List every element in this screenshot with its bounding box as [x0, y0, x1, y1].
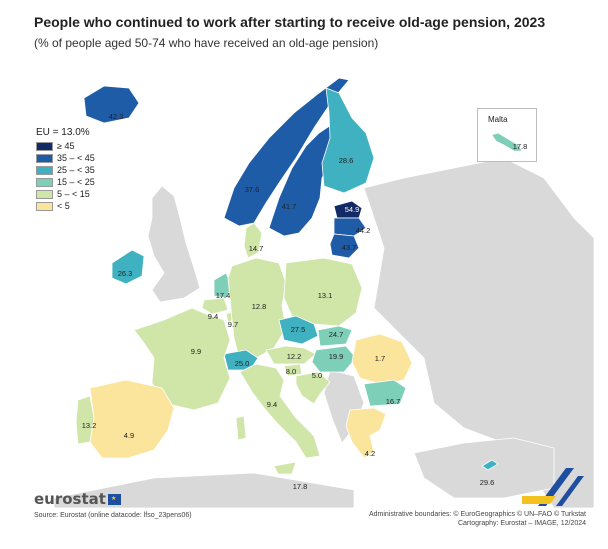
- label-netherlands: 17.4: [216, 291, 231, 300]
- label-sicily: 17.8: [293, 482, 308, 491]
- country-norway: [223, 77, 350, 227]
- legend-row: 5 – < 15: [36, 188, 95, 200]
- legend: EU = 13.0% ≥ 45 35 – < 45 25 – < 35 15 –…: [36, 127, 95, 212]
- legend-row: 25 – < 35: [36, 164, 95, 176]
- corner-emblem-icon: [522, 468, 584, 506]
- label-austria: 12.2: [287, 352, 302, 361]
- country-slovenia: [283, 363, 303, 377]
- legend-row: 15 – < 25: [36, 176, 95, 188]
- label-latvia: 44.2: [356, 226, 371, 235]
- eu-countries: [75, 77, 499, 475]
- label-belgium: 9.4: [208, 312, 218, 321]
- label-cyprus: 29.6: [480, 478, 495, 487]
- legend-label: 5 – < 15: [57, 189, 90, 199]
- legend-label: < 5: [57, 201, 70, 211]
- country-latvia: [333, 217, 367, 237]
- country-bulgaria: [363, 379, 407, 407]
- legend-row: ≥ 45: [36, 140, 95, 152]
- label-spain: 4.9: [124, 431, 134, 440]
- label-ireland: 26.3: [118, 269, 133, 278]
- map-subtitle: (% of people aged 50-74 who have receive…: [34, 36, 379, 50]
- malta-shape: [491, 132, 523, 152]
- label-bulgaria: 16.7: [386, 397, 401, 406]
- country-romania: [351, 333, 413, 385]
- legend-swatch: [36, 165, 53, 175]
- label-slovenia: 8.0: [286, 367, 296, 376]
- legend-label: ≥ 45: [57, 141, 75, 151]
- country-france: [133, 307, 231, 411]
- country-germany: [227, 257, 287, 359]
- label-poland: 13.1: [318, 291, 333, 300]
- label-denmark: 14.7: [249, 244, 264, 253]
- eu-flag-icon: [107, 493, 121, 505]
- value-labels: 42.3 37.6 41.7 28.6 54.9 44.2 43.7 14.7 …: [82, 112, 495, 491]
- country-lithuania: [329, 233, 360, 259]
- legend-swatch: [36, 189, 53, 199]
- country-sardinia: [235, 415, 247, 441]
- country-greece: [345, 407, 387, 459]
- country-poland: [283, 257, 363, 327]
- label-norway: 37.6: [245, 185, 260, 194]
- label-finland: 28.6: [339, 156, 354, 165]
- source-note: Source: Eurostat (online datacode: lfso_…: [34, 512, 192, 519]
- map-title: People who continued to work after start…: [34, 14, 546, 30]
- country-spain: [89, 379, 175, 459]
- logo-text: eurostat: [34, 490, 106, 508]
- country-cyprus: [481, 459, 499, 471]
- legend-label: 15 – < 25: [57, 177, 95, 187]
- label-portugal: 13.2: [82, 421, 97, 430]
- label-france: 9.9: [191, 347, 201, 356]
- label-romania: 1.7: [375, 354, 385, 363]
- label-greece: 4.2: [365, 449, 375, 458]
- label-italy: 9.4: [267, 400, 277, 409]
- legend-swatch: [36, 141, 53, 151]
- country-croatia: [295, 371, 331, 405]
- europe-map: 42.3 37.6 41.7 28.6 54.9 44.2 43.7 14.7 …: [34, 58, 594, 508]
- label-iceland: 42.3: [109, 112, 124, 121]
- legend-label: 25 – < 35: [57, 165, 95, 175]
- country-finland: [321, 87, 375, 194]
- country-hungary: [311, 345, 357, 373]
- country-sicily: [273, 461, 297, 475]
- malta-inset: Malta 17.8: [477, 108, 537, 162]
- label-sweden: 41.7: [282, 202, 297, 211]
- country-slovakia: [317, 325, 353, 347]
- north-africa-shape: [53, 472, 355, 508]
- credits-line-1: Administrative boundaries: © EuroGeograp…: [368, 511, 586, 518]
- country-denmark: [243, 222, 263, 259]
- label-slovakia: 24.7: [329, 330, 344, 339]
- country-estonia: [333, 200, 363, 219]
- legend-swatch: [36, 201, 53, 211]
- country-belgium: [201, 297, 229, 315]
- uk-shape: [147, 185, 201, 303]
- legend-swatch: [36, 153, 53, 163]
- label-switzerland: 25.0: [235, 359, 250, 368]
- legend-eu-average: EU = 13.0%: [36, 127, 90, 138]
- eurostat-logo: eurostat: [34, 490, 121, 508]
- label-croatia: 5.0: [312, 371, 322, 380]
- country-italy: [239, 363, 321, 459]
- label-czechia: 27.5: [291, 325, 306, 334]
- credits-line-2: Cartography: Eurostat – IMAGE, 12/2024: [457, 520, 586, 527]
- label-germany: 12.8: [252, 302, 267, 311]
- legend-swatch: [36, 177, 53, 187]
- country-ireland: [111, 249, 145, 285]
- credits-note: Administrative boundaries: © EuroGeograp…: [369, 510, 586, 528]
- inset-title: Malta: [488, 115, 508, 124]
- country-czechia: [278, 315, 319, 345]
- country-iceland: [83, 85, 140, 124]
- label-hungary: 19.9: [329, 352, 344, 361]
- legend-label: 35 – < 45: [57, 153, 95, 163]
- label-estonia: 54.9: [345, 205, 360, 214]
- label-luxembourg: 9.7: [228, 320, 238, 329]
- inset-value: 17.8: [513, 142, 528, 151]
- country-switzerland: [223, 349, 259, 371]
- legend-row: 35 – < 45: [36, 152, 95, 164]
- legend-row: < 5: [36, 200, 95, 212]
- label-lithuania: 43.7: [342, 243, 357, 252]
